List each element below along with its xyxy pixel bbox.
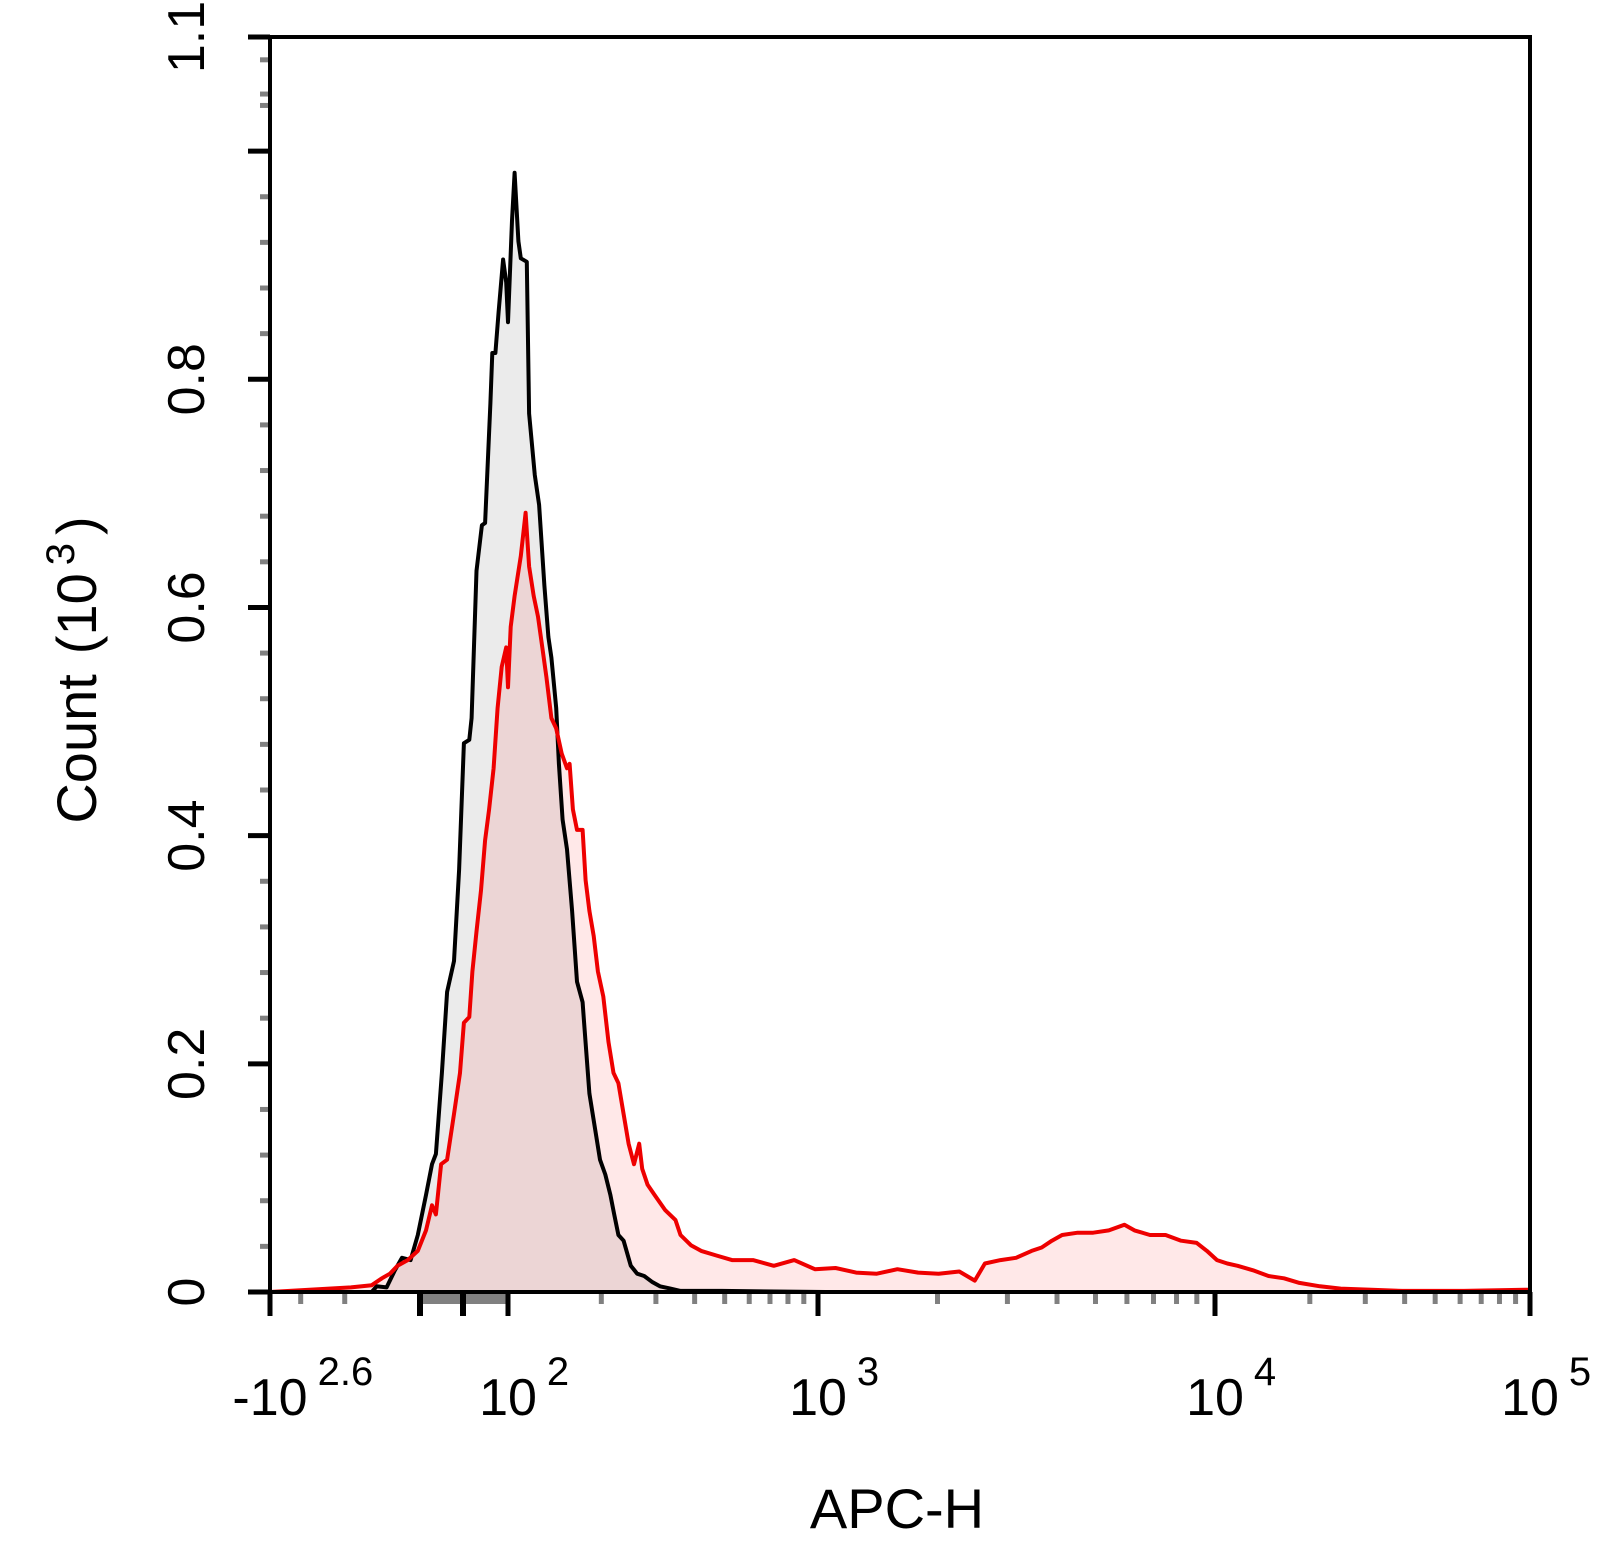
y-axis-title: Count (10 3)	[39, 516, 108, 823]
y-tick-label: 0.2	[158, 1028, 216, 1100]
series-2-line	[269, 510, 1531, 1294]
x-tick-label: 10 2	[479, 1350, 569, 1427]
y-tick-labels: 0 0.2 0.4 0.6 0.8 1.1	[158, 1, 216, 1307]
y-tick-label: 0.6	[158, 571, 216, 643]
x-tick-label: 10 3	[789, 1350, 879, 1427]
x-axis-title: APC-H	[810, 1477, 984, 1540]
x-tick-label: 10 5	[1501, 1350, 1591, 1427]
x-tick-label-exponent: 4	[1254, 1350, 1276, 1394]
x-axis-ticks	[267, 1292, 1533, 1316]
x-tick-label-base: -10	[232, 1369, 307, 1427]
x-tick-label-base: 10	[479, 1369, 537, 1427]
series-1-line	[270, 170, 1530, 1294]
series-1-fill	[270, 172, 1530, 1292]
y-tick-label: 1.1	[158, 1, 216, 73]
y-axis-ticks	[248, 34, 270, 1295]
y-tick-label: 0	[158, 1278, 216, 1307]
x-tick-label-base: 10	[1501, 1369, 1559, 1427]
y-axis-unit-close: )	[45, 516, 108, 535]
x-tick-label-base: 10	[1186, 1369, 1244, 1427]
y-axis-unit-exp: 3	[39, 543, 83, 565]
x-tick-label-exponent: 5	[1569, 1350, 1591, 1394]
x-tick-label-exponent: 3	[857, 1350, 879, 1394]
x-tick-label-base: 10	[789, 1369, 847, 1427]
x-tick-labels: -10 2.6 10 2 10 3 10 4 10 5	[232, 1350, 1591, 1427]
series-lines	[269, 170, 1531, 1294]
x-tick-label-exponent: 2.6	[318, 1350, 374, 1394]
x-tick-label: 10 4	[1186, 1350, 1276, 1427]
x-tick-label: -10 2.6	[232, 1350, 373, 1427]
y-axis-title-text: Count	[45, 674, 108, 824]
series-2-fill	[270, 512, 1530, 1292]
series-fills	[270, 172, 1530, 1292]
x-tick-label-exponent: 2	[547, 1350, 569, 1394]
y-tick-label: 0.4	[158, 799, 216, 871]
plot-frame	[268, 35, 1532, 1294]
y-axis-unit-open: (10	[45, 573, 108, 654]
y-tick-label: 0.8	[158, 343, 216, 415]
